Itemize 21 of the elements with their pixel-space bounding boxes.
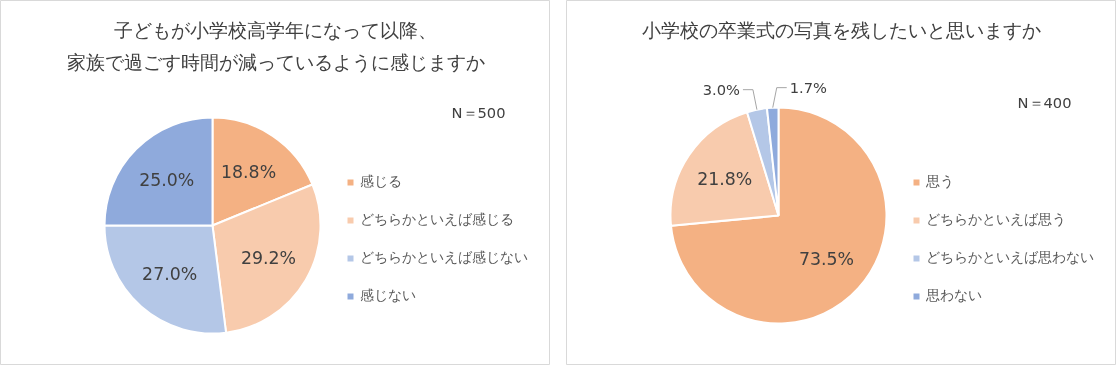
legend-label: 感じる bbox=[360, 173, 402, 191]
chart-title: 小学校の卒業式の写真を残したいと思いますか bbox=[642, 20, 1041, 41]
data-label: 27.0% bbox=[142, 264, 198, 285]
legend-label: どちらかといえば感じない bbox=[360, 249, 528, 267]
legend-label: どちらかといえば感じる bbox=[360, 211, 514, 229]
text: N＝400 bbox=[1017, 94, 1072, 111]
legend-label: 思う bbox=[926, 173, 954, 191]
data-label: 1.7% bbox=[789, 79, 828, 97]
data-label: 3.0% bbox=[702, 81, 741, 99]
legend-label: 思わない bbox=[926, 287, 982, 305]
chart-title: 子どもが小学校高学年になって以降、 bbox=[114, 20, 437, 41]
legend-label: 感じない bbox=[360, 287, 416, 305]
legend-label: どちらかといえば思う bbox=[926, 211, 1066, 229]
data-label: 21.8% bbox=[697, 169, 753, 190]
text: N＝500 bbox=[451, 104, 506, 121]
data-label: 73.5% bbox=[798, 249, 854, 270]
legend-label: どちらかといえば思わない bbox=[926, 249, 1094, 267]
chart-subtitle: 家族で過ごす時間が減っているように感じますか bbox=[66, 52, 485, 73]
data-label: 18.8% bbox=[221, 161, 277, 182]
data-label: 29.2% bbox=[240, 248, 297, 269]
data-label: 25.0% bbox=[139, 169, 195, 190]
